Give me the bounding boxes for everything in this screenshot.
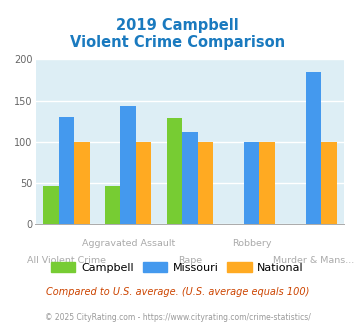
- Text: All Violent Crime: All Violent Crime: [27, 256, 106, 265]
- Text: Violent Crime Comparison: Violent Crime Comparison: [70, 35, 285, 50]
- Text: Robbery: Robbery: [232, 239, 272, 248]
- Bar: [105, 186, 120, 224]
- Bar: [136, 142, 151, 224]
- Text: 2019 Campbell: 2019 Campbell: [116, 18, 239, 33]
- Text: Rape: Rape: [178, 256, 202, 265]
- Legend: Campbell, Missouri, National: Campbell, Missouri, National: [47, 258, 308, 278]
- Bar: [59, 117, 74, 224]
- Bar: [260, 142, 275, 224]
- Bar: [321, 142, 337, 224]
- Text: Aggravated Assault: Aggravated Assault: [82, 239, 175, 248]
- Bar: [43, 186, 59, 224]
- Text: Compared to U.S. average. (U.S. average equals 100): Compared to U.S. average. (U.S. average …: [46, 287, 309, 297]
- Bar: [120, 106, 136, 224]
- Bar: [244, 142, 260, 224]
- Bar: [182, 132, 198, 224]
- Text: Murder & Mans...: Murder & Mans...: [273, 256, 354, 265]
- Bar: [74, 142, 89, 224]
- Text: © 2025 CityRating.com - https://www.cityrating.com/crime-statistics/: © 2025 CityRating.com - https://www.city…: [45, 313, 310, 322]
- Bar: [306, 72, 321, 224]
- Bar: [198, 142, 213, 224]
- Bar: [167, 118, 182, 224]
